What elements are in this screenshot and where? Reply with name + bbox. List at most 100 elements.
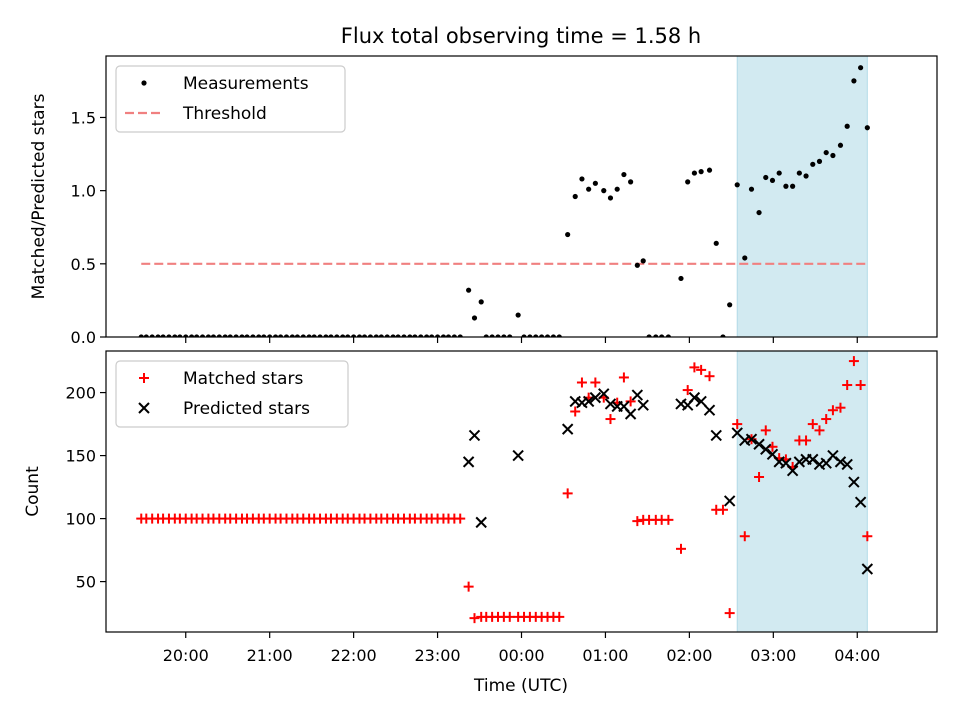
measurement-point: [579, 176, 585, 182]
measurement-point: [521, 334, 527, 337]
measurement-point: [572, 193, 578, 200]
predicted-star-marker: [604, 398, 617, 410]
matched-star-marker: [469, 613, 480, 624]
measurement-point: [495, 334, 501, 337]
measurement-point: [601, 188, 607, 194]
predicted-star-marker: [753, 438, 765, 450]
measurement-point: [607, 195, 614, 201]
predicted-star-marker: [786, 465, 799, 477]
measurement-point: [851, 78, 857, 84]
measurement-point: [283, 334, 290, 337]
predicted-star-marker: [468, 429, 481, 442]
predicted-star-marker: [475, 516, 487, 529]
measurement-point: [205, 334, 212, 337]
x-tick-label: 22:00: [331, 646, 377, 665]
measurement-point: [233, 334, 239, 337]
matched-star-marker: [618, 372, 629, 383]
matched-star-marker: [675, 543, 686, 554]
measurement-point: [720, 334, 726, 337]
measurement-point: [678, 275, 684, 282]
measurement-point: [783, 183, 789, 189]
measurement-point: [390, 334, 396, 337]
predicted-star-marker: [561, 423, 574, 435]
measurement-point: [776, 170, 782, 176]
x-axis-label: Time (UTC): [473, 676, 568, 696]
measurement-point: [810, 161, 816, 167]
predicted-star-marker: [841, 458, 853, 471]
y-tick-label: 200: [65, 384, 96, 403]
top-panel: 0.0 0.5 1.0 1.5 Measurements Threshold Match…: [29, 55, 938, 347]
measurement-point: [194, 334, 200, 337]
matched-star-marker: [663, 514, 674, 525]
matched-star-marker: [739, 531, 750, 542]
predicted-star-marker: [512, 449, 524, 462]
measurement-point: [527, 334, 533, 337]
matched-star-marker: [842, 380, 853, 391]
measurement-point: [451, 334, 457, 337]
measurement-point: [471, 315, 478, 321]
measurement-point: [586, 186, 592, 192]
measurement-point: [334, 334, 340, 337]
measurement-point: [177, 334, 183, 337]
measurement-point: [646, 334, 652, 337]
measurement-point: [210, 334, 217, 337]
measurement-point: [837, 142, 844, 148]
measurement-point: [640, 258, 646, 264]
x-tick-label: 00:00: [498, 646, 544, 665]
measurement-point: [653, 334, 659, 337]
predicted-star-marker: [834, 456, 847, 468]
measurement-point: [685, 179, 691, 185]
predicted-star-marker: [793, 456, 806, 468]
measurement-point: [544, 334, 551, 337]
figure-title: Flux total observing time = 1.58 h: [341, 24, 701, 48]
legend-predicted-marker: [138, 402, 150, 414]
measurement-point: [412, 334, 418, 337]
measurement-point: [361, 334, 368, 337]
measurement-point: [222, 334, 228, 337]
bottom-panel: 50 100 150 200 20:00 21:00 22:00 23:00 00:00 01:0…: [23, 350, 938, 665]
measurement-point: [199, 334, 206, 337]
x-tick-label: 20:00: [163, 646, 209, 665]
measurement-point: [628, 179, 634, 185]
measurement-point: [445, 334, 452, 337]
predicted-star-marker: [631, 389, 644, 401]
measurement-point: [592, 180, 598, 186]
measurement-point: [189, 334, 195, 337]
measurement-point: [816, 158, 823, 164]
measurement-point: [614, 186, 620, 192]
measurement-point: [844, 123, 850, 129]
measurement-point: [769, 177, 776, 184]
measurement-point: [713, 240, 719, 246]
y-tick-label: 100: [65, 510, 96, 529]
measurement-point: [160, 334, 166, 337]
matched-star-marker: [704, 371, 715, 382]
legend-box: [115, 360, 349, 428]
y-tick-label: 0.0: [71, 328, 96, 347]
measurement-point: [424, 334, 430, 337]
predicted-star-marker: [598, 388, 610, 400]
measurement-point: [250, 334, 256, 337]
x-tick-label: 04:00: [834, 646, 880, 665]
top-panel-ylabel: Matched/Predicted stars: [29, 93, 49, 299]
measurement-point: [483, 334, 489, 337]
matched-star-marker: [732, 419, 743, 430]
measurement-point: [340, 334, 346, 337]
measurement-point: [311, 334, 317, 337]
predicted-star-marker: [589, 391, 602, 404]
matched-star-marker: [625, 396, 636, 407]
measurement-point: [706, 167, 713, 173]
measurement-point: [457, 334, 463, 337]
measurement-point: [328, 334, 334, 337]
measurement-point: [239, 334, 245, 337]
legend-label: Matched stars: [183, 369, 303, 389]
measurement-point: [256, 334, 262, 337]
predicted-star-marker: [723, 495, 736, 507]
measurement-point: [539, 334, 545, 337]
measurement-point: [166, 334, 172, 337]
measurement-point: [659, 334, 665, 337]
measurement-point: [742, 255, 748, 261]
predicted-star-marker: [861, 563, 874, 575]
measurement-point: [803, 173, 809, 179]
measurement-point: [395, 334, 401, 337]
